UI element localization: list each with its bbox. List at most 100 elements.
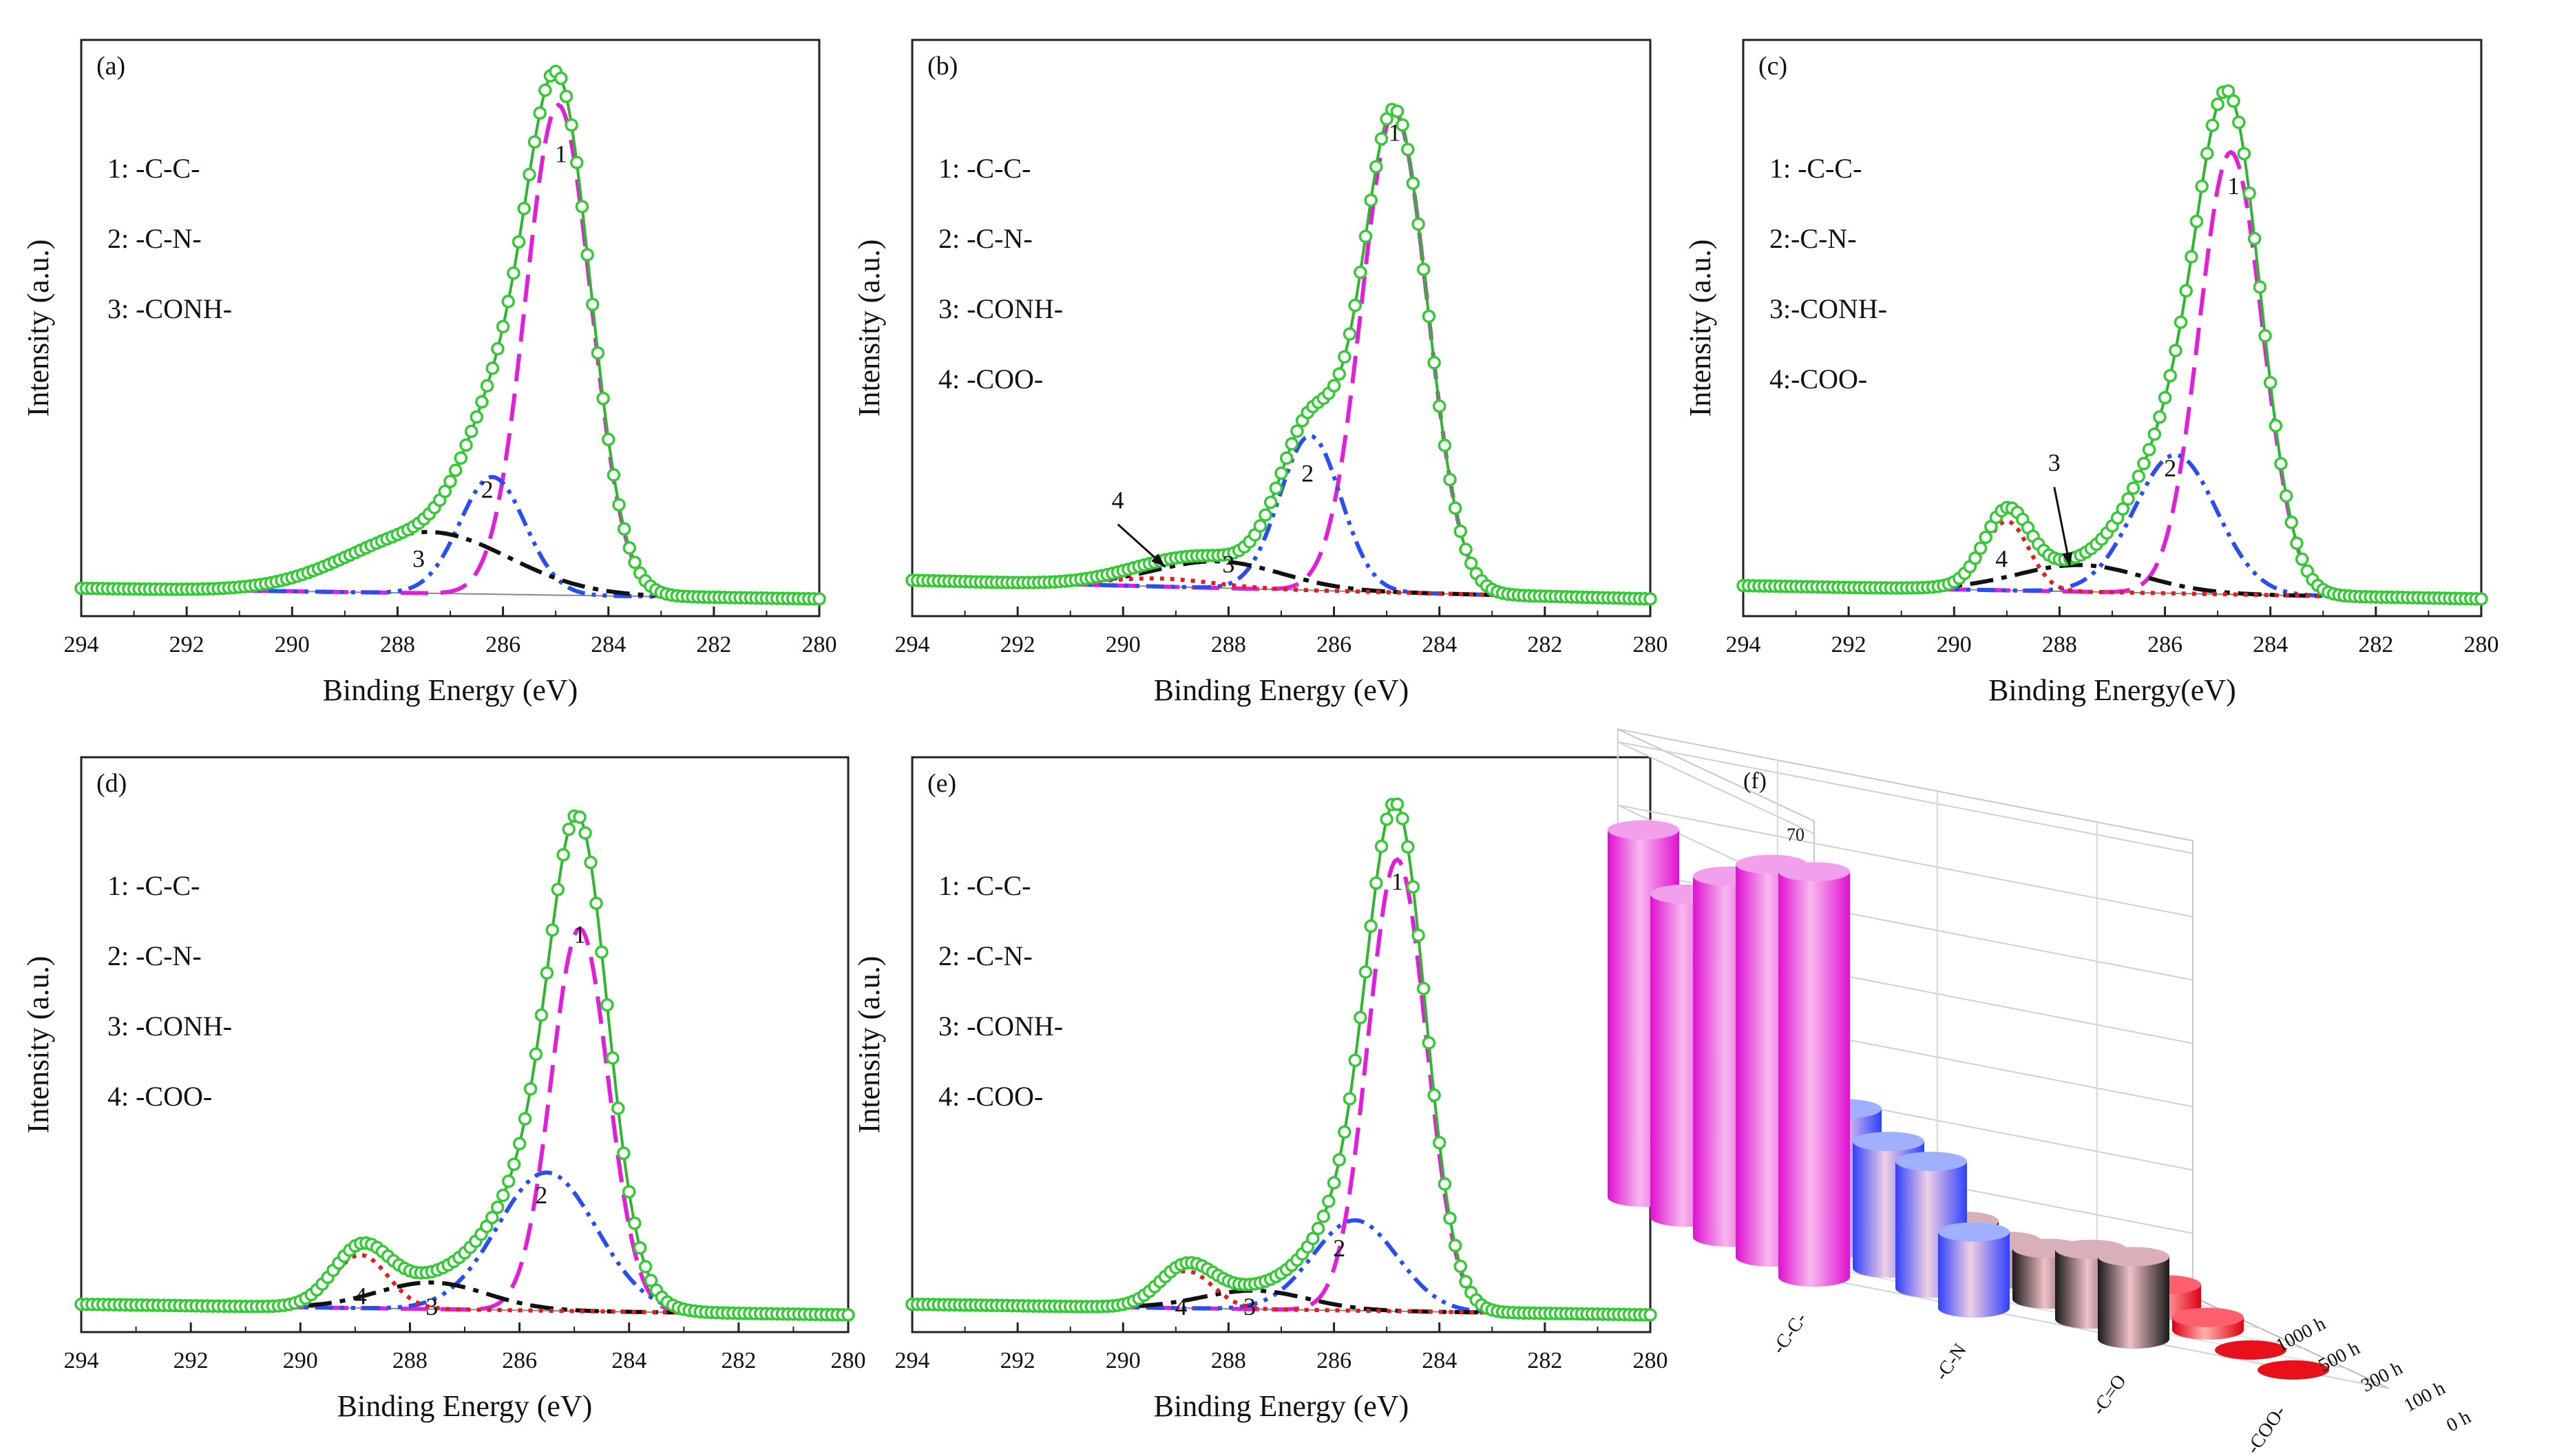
arrow-head	[1151, 553, 1166, 567]
envelope-marker	[1459, 1275, 1473, 1289]
peak-label: 1	[1389, 118, 1401, 146]
bar-top	[2098, 1247, 2169, 1267]
envelope-marker	[2232, 115, 2246, 129]
envelope-marker	[2116, 502, 2130, 516]
envelope-marker	[1322, 1194, 1336, 1208]
y-axis-title: Intensity (a.u.)	[852, 240, 886, 417]
peak-label: 3	[412, 545, 425, 573]
legend-item: 4: -COO-	[107, 1081, 212, 1112]
envelope-marker	[2205, 118, 2220, 132]
envelope-marker	[2295, 552, 2309, 567]
envelope-marker	[578, 826, 592, 840]
bar-top	[1778, 862, 1850, 882]
panel-b: 294 292 290 288 286 284 282 280 Binding Energy (…	[852, 39, 1668, 707]
envelope-marker	[1401, 840, 1415, 854]
time-label: 100 h	[2401, 1378, 2449, 1417]
envelope-marker	[1438, 439, 1452, 452]
legend-item: 4:-COO-	[1769, 363, 1867, 394]
envelope-marker	[1354, 1011, 1367, 1024]
envelope-marker	[1643, 592, 1657, 606]
envelope-marker	[595, 945, 609, 959]
x-tick-label: 280	[802, 632, 837, 657]
envelope-marker	[459, 438, 473, 452]
envelope-marker	[591, 346, 605, 360]
envelope-marker	[2247, 231, 2262, 246]
x-tick-label: 286	[1316, 1348, 1351, 1373]
peak-label: 1	[2227, 172, 2240, 200]
envelope-marker	[1453, 524, 1468, 538]
envelope-marker	[501, 295, 515, 308]
envelope-line	[81, 70, 819, 600]
peak-label: 2	[535, 1181, 547, 1209]
envelope-marker	[2211, 97, 2224, 112]
envelope-marker	[1390, 104, 1404, 118]
envelope-marker	[2279, 489, 2293, 503]
y-axis-title: Intensity (a.u.)	[1683, 240, 1717, 417]
panel-c: 294 292 290 288 286 284 282 280 Binding Energy(e…	[1683, 39, 2499, 707]
envelope-marker	[1259, 508, 1272, 522]
envelope-marker	[2284, 516, 2299, 529]
envelope-marker	[1338, 1125, 1351, 1139]
legend-item: 1: -C-C-	[107, 870, 200, 901]
envelope-marker	[1443, 1211, 1457, 1225]
x-tick-label: 282	[1527, 1348, 1562, 1373]
envelope-marker	[2274, 456, 2288, 471]
legend-item: 2: -C-N-	[107, 940, 202, 971]
bar-disc	[2215, 1340, 2286, 1360]
envelope-marker	[2200, 147, 2214, 160]
envelope-marker	[527, 135, 542, 149]
envelope-marker	[617, 1146, 631, 1161]
x-tick-label: 284	[1422, 632, 1457, 657]
envelope-marker	[518, 1112, 532, 1126]
panel-e: 294 292 290 288 286 284 282 280 Binding Energy (…	[852, 756, 1668, 1423]
x-tick-label: 284	[611, 1348, 646, 1373]
envelope-marker	[1406, 176, 1420, 190]
x-axis-title: Binding Energy (eV)	[337, 1389, 593, 1423]
envelope-marker	[1358, 965, 1373, 979]
envelope-marker	[2153, 410, 2167, 424]
bar-disc	[2258, 1360, 2329, 1380]
envelope-marker	[2174, 315, 2188, 329]
bar-2-0	[2098, 1247, 2169, 1349]
envelope-marker	[1453, 1259, 1468, 1274]
envelope-marker	[841, 1308, 855, 1322]
component-curve-1	[912, 110, 1651, 601]
envelope-marker	[1253, 519, 1267, 533]
peak-label: 4	[1175, 1293, 1188, 1320]
panel-letter: (b)	[927, 52, 958, 81]
envelope-marker	[501, 1174, 516, 1188]
envelope-marker	[2263, 376, 2277, 390]
x-tick-label: 292	[169, 632, 204, 657]
x-tick-label: 292	[1000, 632, 1035, 657]
peak-label: 1	[1391, 867, 1403, 895]
x-tick-label: 290	[1106, 632, 1141, 657]
envelope-marker	[565, 118, 578, 132]
envelope-marker	[1285, 436, 1299, 451]
x-tick-label: 282	[1527, 632, 1562, 657]
envelope-marker	[1332, 367, 1346, 381]
x-tick-label: 290	[283, 1348, 318, 1373]
legend-item: 2:-C-N-	[1769, 223, 1857, 254]
envelope-marker	[507, 1157, 521, 1171]
time-label: 500 h	[2315, 1338, 2364, 1377]
envelope-marker	[1311, 1221, 1325, 1236]
panel-letter: (c)	[1758, 52, 1787, 81]
envelope-marker	[496, 319, 510, 334]
x-tick-label: 284	[1422, 1348, 1457, 1373]
envelope-marker	[1327, 379, 1341, 393]
x-tick-label: 282	[2358, 632, 2393, 657]
envelope-marker	[551, 883, 565, 896]
x-tick-label: 280	[831, 1348, 866, 1373]
bar-top	[1608, 820, 1679, 840]
category-label: -C-N	[1930, 1340, 1970, 1384]
envelope-marker	[538, 83, 552, 97]
x-tick-label: 288	[380, 632, 415, 657]
z-gridline	[1617, 741, 2193, 854]
envelope-marker	[507, 266, 520, 280]
envelope-marker	[517, 202, 531, 215]
x-tick-label: 292	[1000, 1348, 1035, 1373]
envelope-marker	[2147, 427, 2162, 441]
envelope-marker	[496, 1188, 510, 1203]
x-tick-label: 280	[1633, 632, 1668, 657]
peak-label: 1	[555, 140, 567, 167]
